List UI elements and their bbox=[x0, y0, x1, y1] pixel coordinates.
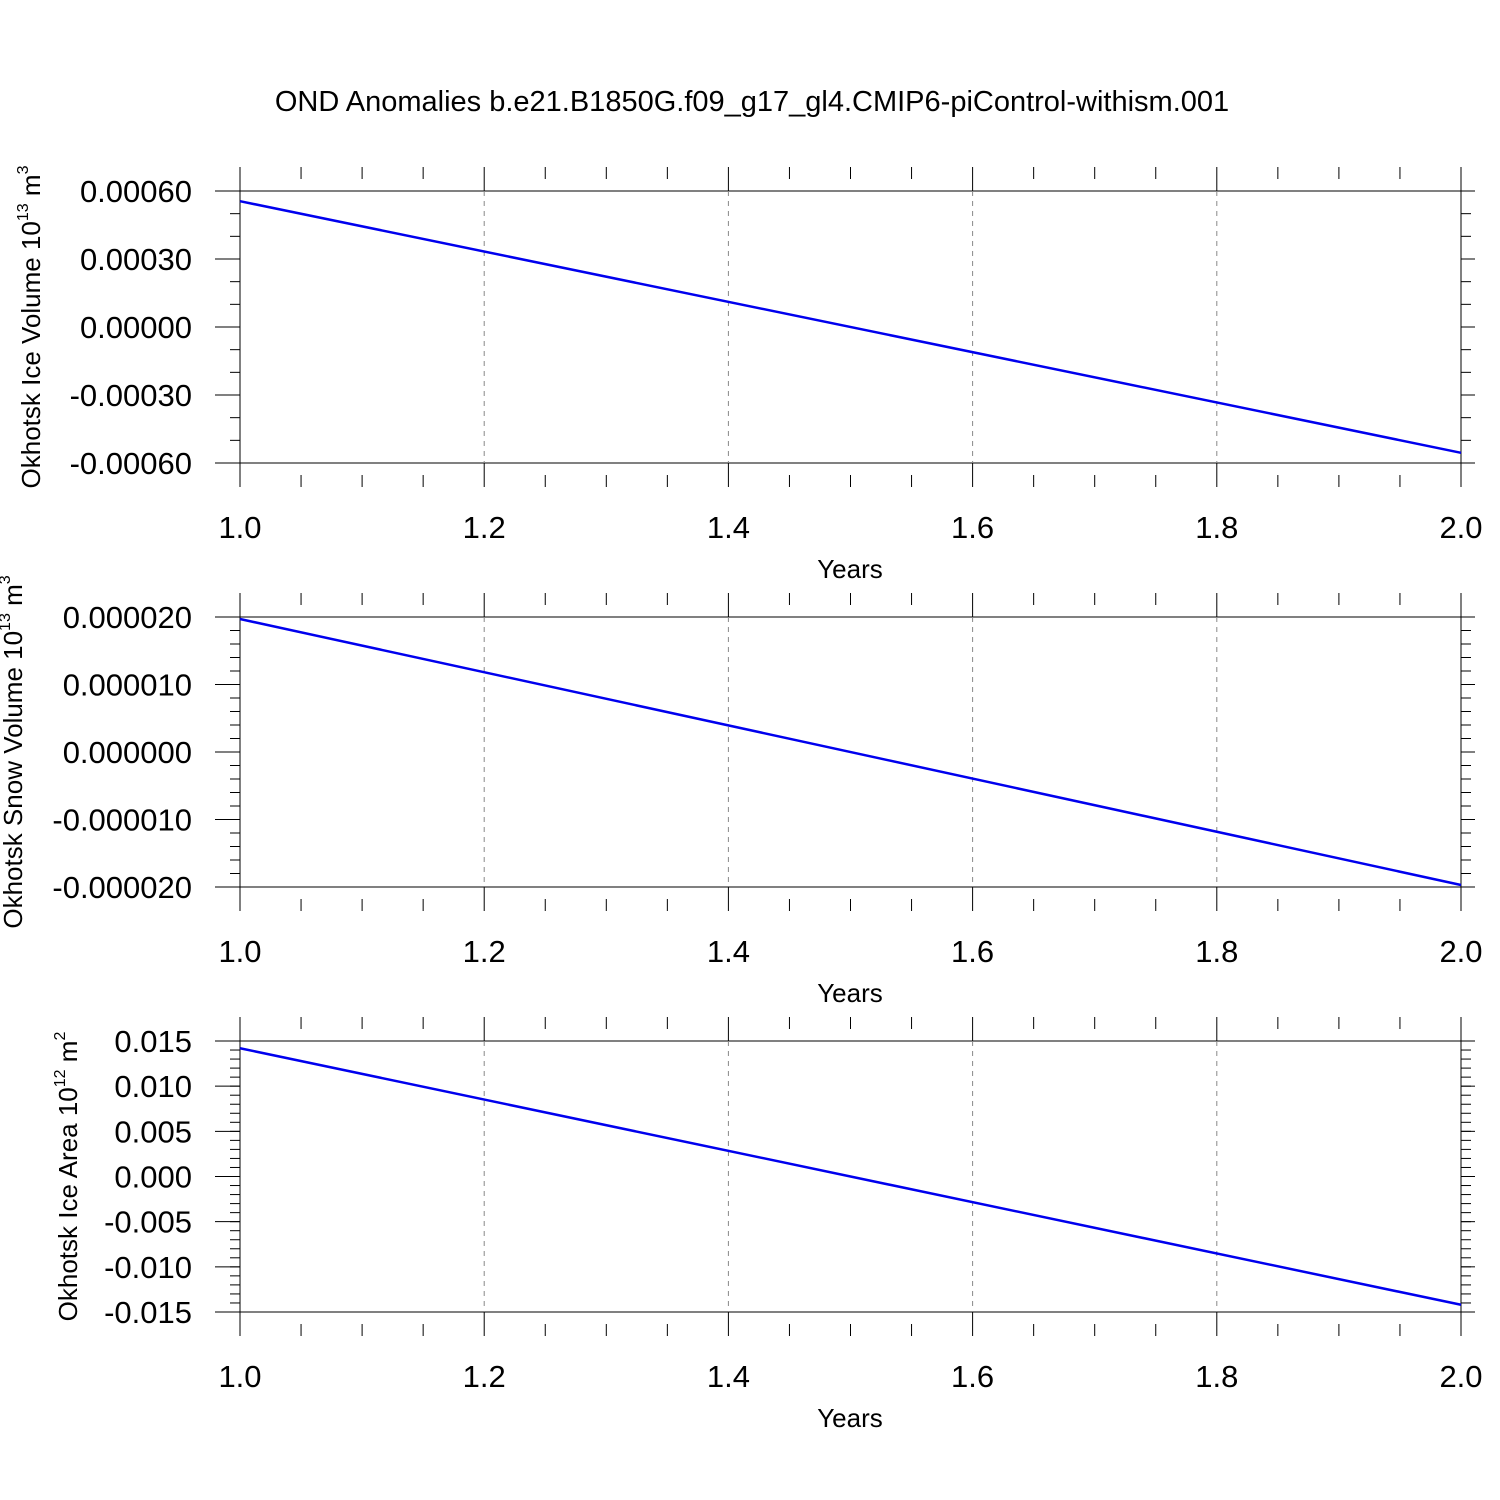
y-tick-label: 0.010 bbox=[114, 1069, 192, 1104]
x-axis-label: Years bbox=[817, 1403, 883, 1433]
y-tick-label: -0.000020 bbox=[52, 870, 192, 905]
x-tick-label: 1.0 bbox=[218, 510, 261, 545]
chart-panel-3: 0.015 0.010 0.005 0.000 -0.005 -0.010 -0.015 1.… bbox=[52, 1017, 1483, 1433]
y-axis-label: Okhotsk Snow Volume 1013 m3 bbox=[0, 575, 28, 928]
y-tick-label: 0.000010 bbox=[63, 668, 192, 703]
y-axis-label-unit: m bbox=[0, 584, 28, 613]
x-tick-label: 1.2 bbox=[463, 1359, 506, 1394]
y-tick-label: -0.015 bbox=[104, 1295, 192, 1330]
x-tick-label: 2.0 bbox=[1439, 934, 1482, 969]
x-tick-label: 1.8 bbox=[1195, 934, 1238, 969]
x-tick-label: 1.8 bbox=[1195, 510, 1238, 545]
y-tick-label: 0.000000 bbox=[63, 735, 192, 770]
x-tick-label: 1.0 bbox=[218, 1359, 261, 1394]
y-axis-label: Okhotsk Ice Volume 1013 m3 bbox=[15, 165, 46, 488]
figure-title: OND Anomalies b.e21.B1850G.f09_g17_gl4.C… bbox=[274, 86, 1230, 118]
y-tick-label: 0.015 bbox=[114, 1024, 192, 1059]
x-tick-label: 1.2 bbox=[463, 510, 506, 545]
x-axis-label: Years bbox=[817, 554, 883, 584]
y-tick-label: 0.00000 bbox=[80, 310, 192, 345]
y-axis-label-text: Okhotsk Ice Volume 10 bbox=[16, 221, 46, 488]
series-line-1 bbox=[239, 1047, 1462, 1306]
y-axis-label-exponent: 13 bbox=[15, 203, 32, 221]
y-axis-label-unit-exponent: 3 bbox=[15, 165, 32, 174]
y-tick-label: 0.00030 bbox=[80, 242, 192, 277]
y-tick-label: -0.00030 bbox=[70, 378, 192, 413]
x-tick-label: 1.4 bbox=[707, 510, 750, 545]
y-axis-label-exponent: 13 bbox=[0, 613, 14, 631]
x-tick-label: 1.0 bbox=[218, 934, 261, 969]
x-tick-label: 2.0 bbox=[1439, 510, 1482, 545]
chart-panel-1: 0.00060 0.00030 0.00000 -0.00030 -0.00060 1.0… bbox=[15, 165, 1483, 584]
y-axis-label-unit-exponent: 3 bbox=[0, 575, 14, 584]
y-tick-label: -0.000010 bbox=[52, 803, 192, 838]
x-tick-label: 1.4 bbox=[707, 934, 750, 969]
x-tick-label: 1.6 bbox=[951, 510, 994, 545]
y-axis-label-unit: m bbox=[16, 174, 46, 203]
x-tick-label: 1.6 bbox=[951, 1359, 994, 1394]
x-tick-label: 1.4 bbox=[707, 1359, 750, 1394]
x-tick-label: 2.0 bbox=[1439, 1359, 1482, 1394]
x-tick-label: 1.2 bbox=[463, 934, 506, 969]
y-tick-label: 0.000020 bbox=[63, 600, 192, 635]
y-tick-label: 0.00060 bbox=[80, 174, 192, 209]
x-tick-label: 1.8 bbox=[1195, 1359, 1238, 1394]
y-tick-label: 0.000 bbox=[114, 1160, 192, 1195]
y-tick-label: -0.010 bbox=[104, 1250, 192, 1285]
y-axis-label-text: Okhotsk Ice Area 10 bbox=[53, 1087, 83, 1321]
chart-panel-2: 0.000020 0.000010 0.000000 -0.000010 -0.0000… bbox=[0, 575, 1483, 1008]
y-tick-label: 0.005 bbox=[114, 1114, 192, 1149]
y-tick-label: -0.00060 bbox=[70, 446, 192, 481]
y-axis-label-unit-exponent: 2 bbox=[52, 1032, 69, 1041]
x-axis-label: Years bbox=[817, 978, 883, 1008]
x-tick-label: 1.6 bbox=[951, 934, 994, 969]
y-axis-label-text: Okhotsk Snow Volume 10 bbox=[0, 631, 28, 929]
y-axis-label-unit: m bbox=[53, 1041, 83, 1070]
series-line-1 bbox=[239, 199, 1462, 455]
series-line-1 bbox=[239, 617, 1462, 887]
y-tick-label: -0.005 bbox=[104, 1205, 192, 1240]
y-axis-label: Okhotsk Ice Area 1012 m2 bbox=[52, 1032, 83, 1322]
y-axis-label-exponent: 12 bbox=[52, 1069, 69, 1087]
